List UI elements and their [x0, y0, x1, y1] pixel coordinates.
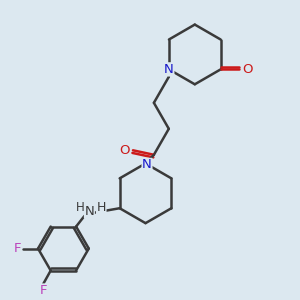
Text: F: F [40, 284, 47, 297]
Text: H: H [76, 201, 85, 214]
Text: O: O [119, 144, 130, 157]
Text: O: O [242, 63, 253, 76]
Text: N: N [142, 158, 152, 171]
Text: F: F [14, 242, 21, 255]
Text: N: N [85, 205, 94, 218]
Text: H: H [97, 201, 106, 214]
Text: N: N [164, 63, 174, 76]
